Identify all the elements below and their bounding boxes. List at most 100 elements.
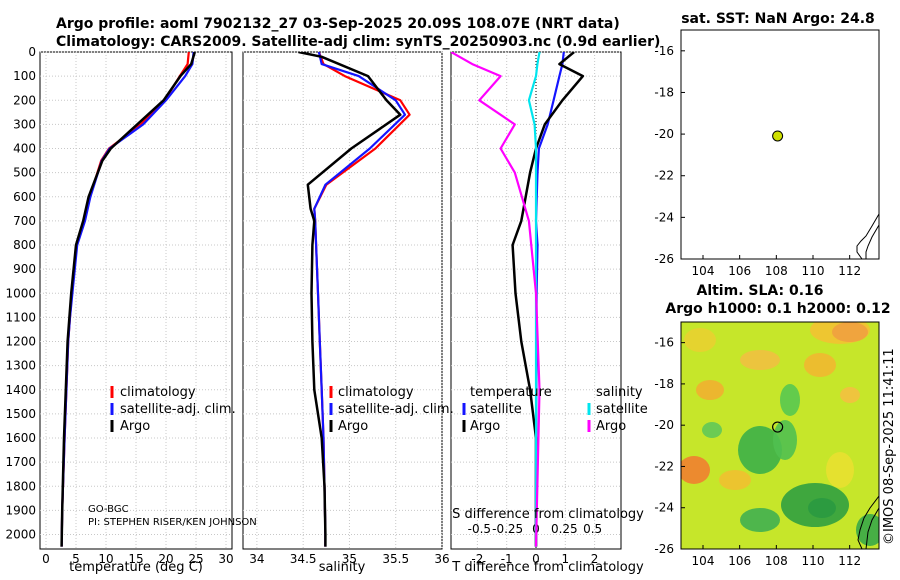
depth-tick-label: 0: [28, 45, 36, 59]
depth-tick-label: 500: [13, 166, 36, 180]
series-line-argo: [298, 52, 402, 547]
salinity-xlabel: salinity: [319, 560, 366, 575]
series-line-s-argo: [451, 52, 541, 547]
x-tick-label: 2: [591, 552, 599, 566]
temperature-xlabel: temperature (deg C): [69, 560, 203, 575]
sla-anomaly-blob: [840, 387, 860, 403]
x-tick-label: 34: [249, 552, 264, 566]
x-tick-label: 36: [434, 552, 449, 566]
sla-anomaly-blob: [804, 353, 836, 377]
sla-anomaly-blob: [719, 470, 751, 490]
difference-xlabel-salinity: S difference from climatology: [452, 507, 644, 522]
legend-label-satellite: satellite-adj. clim.: [338, 402, 454, 417]
legend-header-salinity: salinity: [596, 385, 643, 400]
sst-coastline-2: [865, 224, 880, 259]
depth-tick-label: 1300: [5, 359, 36, 373]
depth-tick-label: 400: [13, 142, 36, 156]
x-tick-label: 34.5: [290, 552, 317, 566]
legend-label-satellite: satellite-adj. clim.: [120, 402, 236, 417]
x-tick-label: 25: [188, 552, 203, 566]
legend-label-s-satellite: satellite: [596, 402, 648, 417]
map-y-tick-label: -16: [654, 336, 674, 350]
x-tick-label: -1: [501, 552, 513, 566]
map-y-tick-label: -22: [654, 459, 674, 473]
legend-label-s-argo: Argo: [596, 419, 626, 434]
sla-float-marker: [772, 421, 784, 433]
map-y-tick-label: -26: [654, 542, 674, 556]
map-x-tick-label: 112: [838, 264, 861, 278]
depth-tick-label: 200: [13, 93, 36, 107]
map-y-tick-label: -20: [654, 418, 674, 432]
x-tick-label: 35.5: [382, 552, 409, 566]
sla-anomaly-blob: [773, 420, 797, 460]
sla-title-2: Argo h1000: 0.1 h2000: 0.12: [665, 301, 890, 317]
salinity-axes: [242, 51, 443, 550]
map-y-tick-label: -24: [654, 501, 674, 515]
map-y-tick-label: -18: [654, 377, 674, 391]
map-x-tick-label: 104: [692, 554, 715, 568]
series-line-t-argo: [511, 52, 585, 547]
sla-coastline-2: [865, 507, 879, 549]
sla-anomaly-blob: [684, 328, 716, 352]
sla-anomaly-blob: [808, 498, 836, 518]
legend-header-temperature: temperature: [470, 385, 552, 400]
sla-anomaly-blob: [681, 456, 710, 484]
series-line-s-satellite: [527, 52, 541, 547]
x-tick-label: 1: [561, 552, 569, 566]
depth-tick-label: 900: [13, 262, 36, 276]
difference-xlabel: T difference from climatology: [451, 560, 644, 575]
sst-map: [680, 29, 880, 260]
map-x-tick-label: 106: [728, 554, 751, 568]
legend-label-t-argo: Argo: [470, 419, 500, 434]
x-tick-label: 0: [42, 552, 50, 566]
map-y-tick-label: -24: [654, 210, 674, 224]
sla-map: [681, 322, 879, 549]
depth-tick-label: 1500: [5, 407, 36, 421]
series-line-argo: [60, 52, 196, 547]
depth-tick-label: 1000: [5, 286, 36, 300]
sla-anomaly-blob: [832, 322, 868, 342]
depth-tick-label: 700: [13, 214, 36, 228]
difference-legend: temperature salinity satellite Argo sate…: [462, 385, 648, 434]
depth-tick-label: 1900: [5, 503, 36, 517]
depth-tick-label: 1800: [5, 479, 36, 493]
watermark: ©IMOS 08-Sep-2025 11:41:11: [882, 348, 897, 545]
depth-tick-label: 600: [13, 190, 36, 204]
depth-tick-label: 1100: [5, 310, 36, 324]
salinity-legend: climatology satellite-adj. clim. Argo: [329, 385, 454, 434]
map-x-tick-label: 110: [802, 554, 825, 568]
x-tick-label: 10: [98, 552, 113, 566]
sla-anomaly-blob: [740, 350, 780, 370]
sst-coastline: [856, 213, 880, 260]
x-tick-label: -2: [471, 552, 483, 566]
legend-label-climatology: climatology: [120, 385, 196, 400]
map-y-tick-label: -16: [654, 44, 674, 58]
x-tick-label: 30: [218, 552, 233, 566]
figure-title-line1: Argo profile: aoml 7902132_27 03-Sep-202…: [56, 16, 620, 32]
map-y-tick-label: -26: [654, 252, 674, 266]
depth-tick-label: 1200: [5, 335, 36, 349]
depth-tick-label: 2000: [5, 528, 36, 542]
sla-anomaly-blob: [826, 452, 854, 488]
float-program: GO-BGC: [88, 504, 129, 515]
depth-tick-label: 1400: [5, 383, 36, 397]
x2-tick-label: -0.5: [468, 522, 491, 536]
x2-tick-label: -0.25: [492, 522, 523, 536]
sst-float-marker: [772, 130, 784, 142]
map-x-tick-label: 104: [692, 264, 715, 278]
sla-anomaly-blob: [856, 514, 879, 546]
map-x-tick-label: 108: [765, 554, 788, 568]
map-x-tick-label: 112: [838, 554, 861, 568]
sla-anomaly-blob: [702, 422, 722, 438]
x2-tick-label: 0.5: [583, 522, 602, 536]
map-x-tick-label: 110: [802, 264, 825, 278]
depth-tick-label: 1600: [5, 431, 36, 445]
map-y-tick-label: -18: [654, 85, 674, 99]
map-y-tick-label: -20: [654, 127, 674, 141]
legend-label-climatology: climatology: [338, 385, 414, 400]
x2-tick-label: 0.25: [551, 522, 578, 536]
depth-tick-label: 100: [13, 69, 36, 83]
x-tick-label: 20: [158, 552, 173, 566]
map-y-tick-label: -22: [654, 169, 674, 183]
